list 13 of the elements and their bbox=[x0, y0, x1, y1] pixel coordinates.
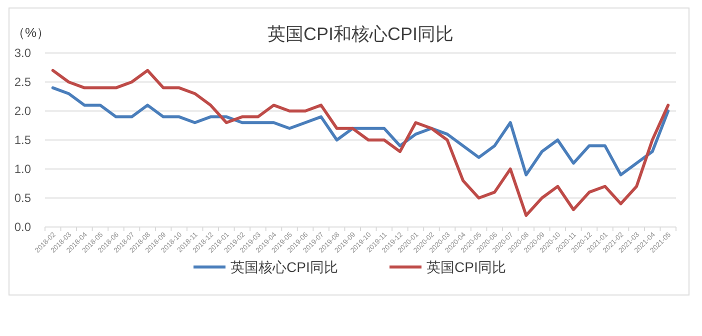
line-series bbox=[51, 86, 670, 176]
legend-label: 英国核心CPI同比 bbox=[230, 259, 338, 275]
y-tick-label: 0.5 bbox=[14, 191, 32, 205]
y-tick-label: 1.5 bbox=[14, 133, 32, 147]
chart-title: 英国CPI和核心CPI同比 bbox=[267, 24, 454, 44]
y-tick-label: 2.0 bbox=[14, 104, 32, 118]
y-tick-label: 0.0 bbox=[14, 220, 32, 234]
y-axis-title: （%） bbox=[12, 25, 50, 40]
y-tick-label: 3.0 bbox=[14, 46, 32, 60]
line-series bbox=[51, 68, 670, 217]
y-tick-label: 1.0 bbox=[14, 162, 32, 176]
y-tick-label: 2.5 bbox=[14, 75, 32, 89]
legend-label: 英国CPI同比 bbox=[426, 259, 506, 275]
